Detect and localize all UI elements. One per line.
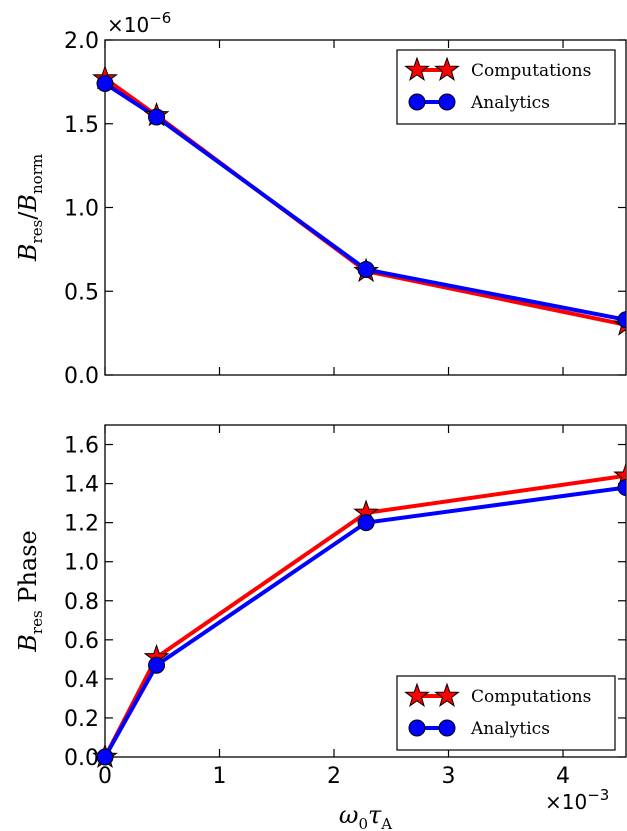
series-line-analytics xyxy=(103,81,626,322)
x-exponent-label: ×10−3 xyxy=(545,786,609,814)
chart-panel-1: 0.0 0.5 1.0 1.5 2.0 ×10−6 Bres/Bnorm Computatio… xyxy=(14,9,627,389)
legend-marker xyxy=(408,93,426,111)
data-point-analytics xyxy=(96,748,114,766)
data-point-analytics xyxy=(357,260,375,278)
legend-marker xyxy=(404,682,430,707)
y-tick-label: 1.6 xyxy=(64,434,99,459)
y-tick-label: 0.0 xyxy=(64,746,99,771)
legend-label: Computations xyxy=(471,687,591,707)
plot-frame xyxy=(104,424,627,758)
data-point-analytics xyxy=(96,75,114,93)
y-tick-label: 1.2 xyxy=(64,512,99,537)
x-tick-label: 4 xyxy=(556,764,570,789)
chart-panel-2: 0.0 0.2 0.4 0.6 0.8 1.0 1.2 1.4 1.6 0 1 2 3 4×10−3 Bre… xyxy=(14,424,627,831)
data-layer xyxy=(92,462,626,768)
y-tick-label: 0.0 xyxy=(64,364,99,389)
y-tick-label: 1.0 xyxy=(64,551,99,576)
x-tick-label: 2 xyxy=(327,764,341,789)
y-tick-label: 2.0 xyxy=(64,29,99,54)
data-point-analytics xyxy=(148,108,166,126)
data-layer xyxy=(92,64,626,336)
y-tick-label: 1.0 xyxy=(64,197,99,222)
x-tick-label: 0 xyxy=(98,764,112,789)
legend-label: Analytics xyxy=(470,93,550,113)
y-axis-label: Bres/Bnorm xyxy=(14,154,46,262)
legend-marker xyxy=(438,719,456,737)
data-point-analytics xyxy=(357,514,375,532)
legend-label: Analytics xyxy=(470,719,550,739)
legend-marker xyxy=(404,56,430,81)
legend-marker xyxy=(408,719,426,737)
data-point-analytics xyxy=(617,311,626,329)
y-tick-label: 0.6 xyxy=(64,629,99,654)
x-tick-label: 3 xyxy=(442,764,456,789)
data-point-analytics xyxy=(148,656,166,674)
legend-label: Computations xyxy=(471,61,591,81)
legend-marker xyxy=(434,56,460,81)
y-tick-label: 0.4 xyxy=(64,668,99,693)
legend: Computations Analytics xyxy=(396,675,616,751)
x-tick-label: 1 xyxy=(213,764,227,789)
y-tick-label: 0.2 xyxy=(64,707,99,732)
y-exponent-label: ×10−6 xyxy=(107,9,171,37)
legend-marker xyxy=(434,682,460,707)
y-tick-label: 0.8 xyxy=(64,590,99,615)
y-tick-label: 0.5 xyxy=(64,280,99,305)
y-tick-label: 1.5 xyxy=(64,113,99,138)
legend-marker xyxy=(438,93,456,111)
series-line-analytics xyxy=(103,485,626,758)
y-tick-label: 1.4 xyxy=(64,473,99,498)
legend: Computations Analytics xyxy=(396,49,616,125)
y-axis-label: Bres Phase xyxy=(14,530,46,652)
legend-box xyxy=(396,675,616,751)
x-axis-label: ω0τA xyxy=(339,801,392,831)
data-point-analytics xyxy=(617,478,626,496)
legend-box xyxy=(396,49,616,125)
